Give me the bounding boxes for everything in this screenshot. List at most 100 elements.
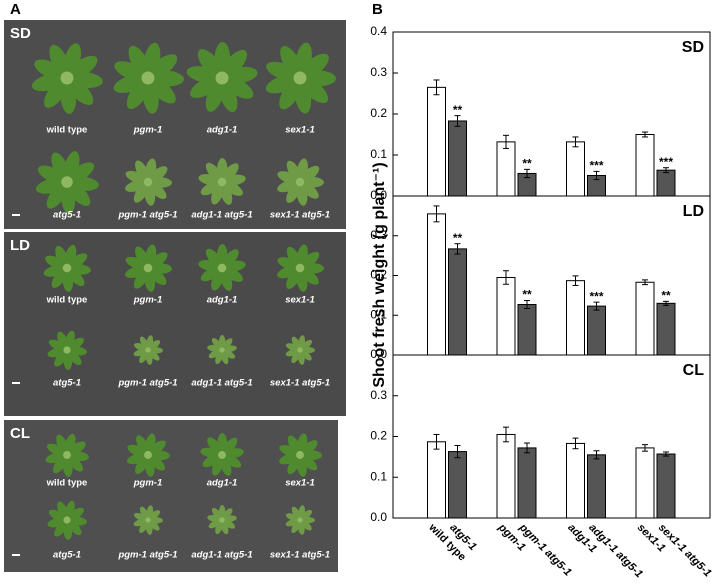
panel-condition: CL [683, 362, 705, 379]
genotype-label: sex1-1 atg5-1 [270, 550, 330, 561]
leaf [286, 267, 302, 289]
leaf [287, 454, 302, 475]
leaf [211, 507, 223, 521]
bar [427, 441, 446, 519]
plant [133, 505, 163, 535]
bar [427, 213, 446, 356]
error-bar [524, 168, 530, 179]
panel-letter: B [372, 1, 383, 18]
plant [198, 158, 246, 205]
rosette-center [62, 263, 72, 273]
leaf [197, 49, 224, 79]
leaf [139, 506, 150, 521]
error-bar [433, 433, 440, 450]
genotype-label: sex1-1 [285, 478, 315, 489]
genotype-label: wild type [46, 125, 88, 136]
bar [587, 454, 606, 519]
leaf [211, 267, 225, 291]
significance-label: ** [453, 231, 463, 245]
leaf [55, 245, 69, 269]
leaf [286, 160, 302, 183]
bar [448, 120, 467, 197]
error-bar [593, 450, 600, 460]
leaf [291, 506, 302, 521]
genotype-label: sex1-1 [285, 295, 315, 306]
leaf [212, 454, 225, 476]
plant [133, 335, 163, 365]
y-tick-label: 0.0 [370, 510, 387, 524]
error-bar [663, 451, 669, 457]
y-axis-label: Shoot fresh weight (g plant⁻¹) [371, 162, 388, 387]
leaf [127, 444, 149, 457]
error-bar [524, 300, 530, 309]
rosette-center [63, 516, 71, 524]
leaf [221, 453, 242, 468]
rosette-center [63, 451, 71, 459]
plant [186, 42, 258, 113]
leaf [279, 77, 303, 110]
genotype-label: pgm-1 [133, 125, 163, 136]
rosette-center [297, 347, 303, 353]
leaf [211, 181, 225, 205]
rosette-center [296, 451, 304, 459]
plant [125, 158, 172, 206]
leaf [128, 45, 151, 79]
leaf [139, 336, 150, 351]
rosette-center [217, 263, 227, 273]
y-tick-label: 0.1 [370, 469, 387, 483]
rosette-center [61, 176, 73, 188]
condition-label: SD [10, 25, 31, 42]
y-tick-label: 0.4 [370, 24, 387, 38]
error-bar [433, 79, 440, 96]
y-tick-label: 0.3 [370, 388, 387, 402]
genotype-label: adg1-1 [207, 125, 238, 136]
significance-label: ** [522, 288, 532, 302]
bar [496, 276, 516, 356]
bar [427, 86, 446, 197]
significance-label: ** [661, 289, 671, 303]
significance-label: *** [589, 289, 603, 303]
leaf [57, 501, 69, 521]
error-bar [503, 426, 509, 443]
leaf [48, 509, 68, 522]
error-bar [572, 136, 579, 148]
genotype-label: adg1-1 atg5-1 [191, 210, 252, 221]
plant [207, 335, 237, 365]
error-bar [454, 115, 461, 127]
leaf [114, 61, 149, 82]
plant [198, 244, 246, 291]
genotype-label: wild type [46, 478, 88, 489]
genotype-label: wild type [46, 295, 88, 306]
genotype-label: adg1-1 atg5-1 [191, 378, 252, 389]
genotype-label: atg5-1 [53, 210, 81, 221]
leaf [279, 445, 301, 458]
rosette-center [141, 71, 155, 85]
error-bar [572, 437, 579, 450]
rosette-center [217, 177, 227, 187]
rosette-center [297, 517, 303, 523]
y-tick-label: 0.3 [370, 65, 387, 79]
bar [566, 442, 585, 519]
rosette-center [143, 177, 153, 187]
panel-condition: LD [683, 203, 704, 220]
condition-label: LD [10, 237, 30, 254]
genotype-label: sex1-1 atg5-1 [270, 210, 330, 221]
significance-label: *** [589, 159, 603, 173]
error-bar [593, 170, 600, 181]
rosette-center [145, 517, 151, 523]
leaf [135, 454, 150, 475]
leaf [135, 160, 150, 183]
rosette-center [295, 177, 305, 187]
leaf [126, 77, 151, 110]
bar [587, 305, 606, 356]
rosette-center [60, 71, 74, 85]
leaf [285, 513, 301, 522]
leaf [291, 519, 301, 534]
condition-label: CL [10, 425, 30, 442]
significance-label: ** [522, 157, 532, 171]
bar [448, 451, 467, 519]
genotype-label: pgm-1 atg5-1 [117, 378, 177, 389]
rosette-center [215, 71, 229, 85]
leaf [266, 61, 301, 82]
